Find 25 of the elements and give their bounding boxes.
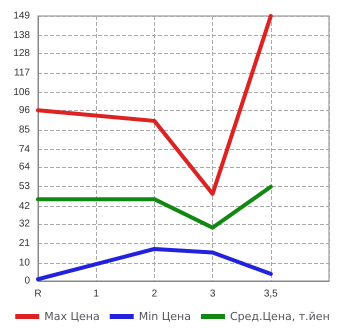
y-tick-label: 128	[13, 48, 30, 59]
y-tick-label: 96	[18, 104, 30, 116]
y-tick-label: 106	[13, 86, 30, 98]
x-tick-label: R	[34, 288, 42, 300]
legend-label: Сред.Цена, т.йен	[230, 310, 330, 323]
legend-label: Min Цена	[138, 310, 191, 323]
x-tick-label: 3	[210, 288, 216, 300]
legend-label: Max Цена	[44, 310, 100, 323]
y-tick-label: 138	[13, 30, 30, 42]
y-tick-label: 10	[18, 258, 30, 269]
y-tick-label: 74	[18, 144, 30, 155]
line-series	[36, 14, 273, 196]
y-tick-label: 32	[18, 218, 30, 230]
line-series	[36, 246, 273, 282]
y-tick-label: 0	[24, 276, 30, 286]
x-tick-label: 2	[152, 288, 158, 300]
y-tick-label: 42	[18, 200, 30, 212]
x-tick-label: 1	[93, 288, 100, 300]
y-tick-label: 117	[14, 67, 30, 78]
y-tick-label: 53	[18, 181, 30, 192]
y-tick-label: 21	[18, 238, 30, 250]
y-tick-label: 85	[18, 124, 30, 136]
y-tick-label: 64	[18, 162, 30, 173]
x-tick-label: 3,5	[264, 288, 278, 300]
y-tick-label: 149	[13, 10, 30, 22]
